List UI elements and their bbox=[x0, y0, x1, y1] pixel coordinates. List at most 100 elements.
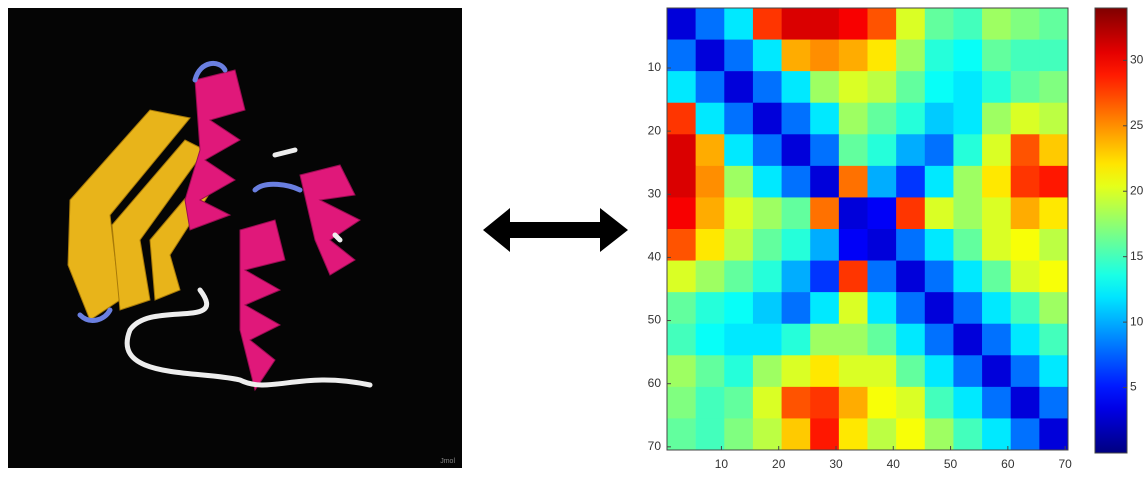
heatmap-cell bbox=[1039, 134, 1068, 166]
heatmap-cell bbox=[1011, 197, 1040, 229]
heatmap-cell bbox=[810, 40, 839, 72]
heatmap-cell bbox=[696, 387, 725, 419]
heatmap-cell bbox=[1011, 40, 1040, 72]
heatmap-cell bbox=[839, 8, 868, 40]
colorbar-tick-label: 30 bbox=[1130, 53, 1144, 67]
heatmap-cell bbox=[724, 134, 753, 166]
heatmap-cell bbox=[724, 387, 753, 419]
heatmap-cell bbox=[896, 134, 925, 166]
protein-render: Jmol bbox=[8, 8, 462, 468]
heatmap-cell bbox=[724, 166, 753, 198]
heatmap-cell bbox=[1039, 324, 1068, 356]
heatmap-cell bbox=[896, 387, 925, 419]
heatmap-cell bbox=[953, 103, 982, 135]
heatmap-cell bbox=[925, 71, 954, 103]
heatmap-cell bbox=[953, 355, 982, 387]
heatmap-cell bbox=[696, 292, 725, 324]
y-tick-label: 60 bbox=[648, 376, 662, 390]
heatmap-cell bbox=[953, 40, 982, 72]
heatmap-cell bbox=[782, 71, 811, 103]
heatmap-cell bbox=[753, 8, 782, 40]
heatmap-cell bbox=[896, 229, 925, 261]
x-tick-label: 20 bbox=[772, 457, 786, 471]
heatmap-cell bbox=[982, 197, 1011, 229]
heatmap-cell bbox=[1039, 8, 1068, 40]
heatmap-cell bbox=[782, 134, 811, 166]
heatmap-cell bbox=[868, 8, 897, 40]
heatmap-cell bbox=[896, 197, 925, 229]
heatmap-cell bbox=[868, 292, 897, 324]
heatmap-cell bbox=[782, 166, 811, 198]
heatmap-cell bbox=[1039, 292, 1068, 324]
heatmap-cell bbox=[925, 324, 954, 356]
heatmap-cell bbox=[753, 103, 782, 135]
heatmap-cell bbox=[868, 134, 897, 166]
heatmap-cell bbox=[896, 418, 925, 450]
heatmap-cell bbox=[839, 103, 868, 135]
heatmap-cell bbox=[753, 387, 782, 419]
heatmap-cell bbox=[753, 134, 782, 166]
heatmap-cell bbox=[868, 355, 897, 387]
heatmap-cell bbox=[696, 134, 725, 166]
heatmap-cell bbox=[839, 166, 868, 198]
heatmap-cell bbox=[667, 292, 696, 324]
heatmap-cell bbox=[868, 166, 897, 198]
heatmap-cell bbox=[810, 134, 839, 166]
heatmap-cell bbox=[982, 418, 1011, 450]
heatmap-cell bbox=[1039, 197, 1068, 229]
heatmap-cell bbox=[1039, 71, 1068, 103]
heatmap-cell bbox=[810, 8, 839, 40]
heatmap-cell bbox=[696, 355, 725, 387]
x-tick-label: 40 bbox=[887, 457, 901, 471]
heatmap-cell bbox=[953, 229, 982, 261]
y-tick-label: 40 bbox=[648, 250, 662, 264]
heatmap-cell bbox=[724, 418, 753, 450]
y-tick-label: 50 bbox=[648, 313, 662, 327]
heatmap-cell bbox=[1011, 103, 1040, 135]
heatmap-cell bbox=[982, 8, 1011, 40]
heatmap-cell bbox=[810, 418, 839, 450]
watermark: Jmol bbox=[440, 458, 455, 465]
heatmap-cell bbox=[982, 134, 1011, 166]
heatmap-cell bbox=[896, 355, 925, 387]
heatmap-cell bbox=[1039, 40, 1068, 72]
heatmap-cell bbox=[667, 197, 696, 229]
heatmap-cell bbox=[982, 387, 1011, 419]
heatmap-cell bbox=[667, 387, 696, 419]
heatmap-cell bbox=[925, 261, 954, 293]
double-arrow bbox=[483, 208, 628, 252]
heatmap-cell bbox=[667, 103, 696, 135]
x-tick-label: 70 bbox=[1058, 457, 1072, 471]
heatmap-cell bbox=[896, 166, 925, 198]
heatmap-cell bbox=[696, 166, 725, 198]
heatmap-cell bbox=[753, 418, 782, 450]
heatmap-cell bbox=[1011, 166, 1040, 198]
heatmap-cell bbox=[925, 166, 954, 198]
x-tick-label: 10 bbox=[715, 457, 729, 471]
heatmap-cell bbox=[982, 40, 1011, 72]
heatmap-cell bbox=[810, 387, 839, 419]
heatmap-cell bbox=[1039, 418, 1068, 450]
y-tick-label: 30 bbox=[648, 186, 662, 200]
heatmap-cell bbox=[724, 8, 753, 40]
heatmap-cell bbox=[896, 261, 925, 293]
heatmap-cell bbox=[1039, 387, 1068, 419]
heatmap-cell bbox=[782, 8, 811, 40]
heatmap-cell bbox=[724, 40, 753, 72]
heatmap-cell bbox=[1011, 418, 1040, 450]
heatmap-cell bbox=[724, 355, 753, 387]
heatmap-cell bbox=[1011, 261, 1040, 293]
heatmap-cell bbox=[696, 229, 725, 261]
heatmap-cell bbox=[782, 355, 811, 387]
heatmap-cell bbox=[782, 418, 811, 450]
heatmap-cell bbox=[896, 8, 925, 40]
heatmap-cell bbox=[810, 71, 839, 103]
heatmap-cell bbox=[953, 387, 982, 419]
heatmap-cell bbox=[724, 197, 753, 229]
heatmap-cell bbox=[982, 292, 1011, 324]
heatmap-cell bbox=[667, 166, 696, 198]
heatmap-cell bbox=[896, 40, 925, 72]
heatmap-cell bbox=[782, 261, 811, 293]
heatmap-cell bbox=[868, 197, 897, 229]
heatmap-cell bbox=[696, 261, 725, 293]
